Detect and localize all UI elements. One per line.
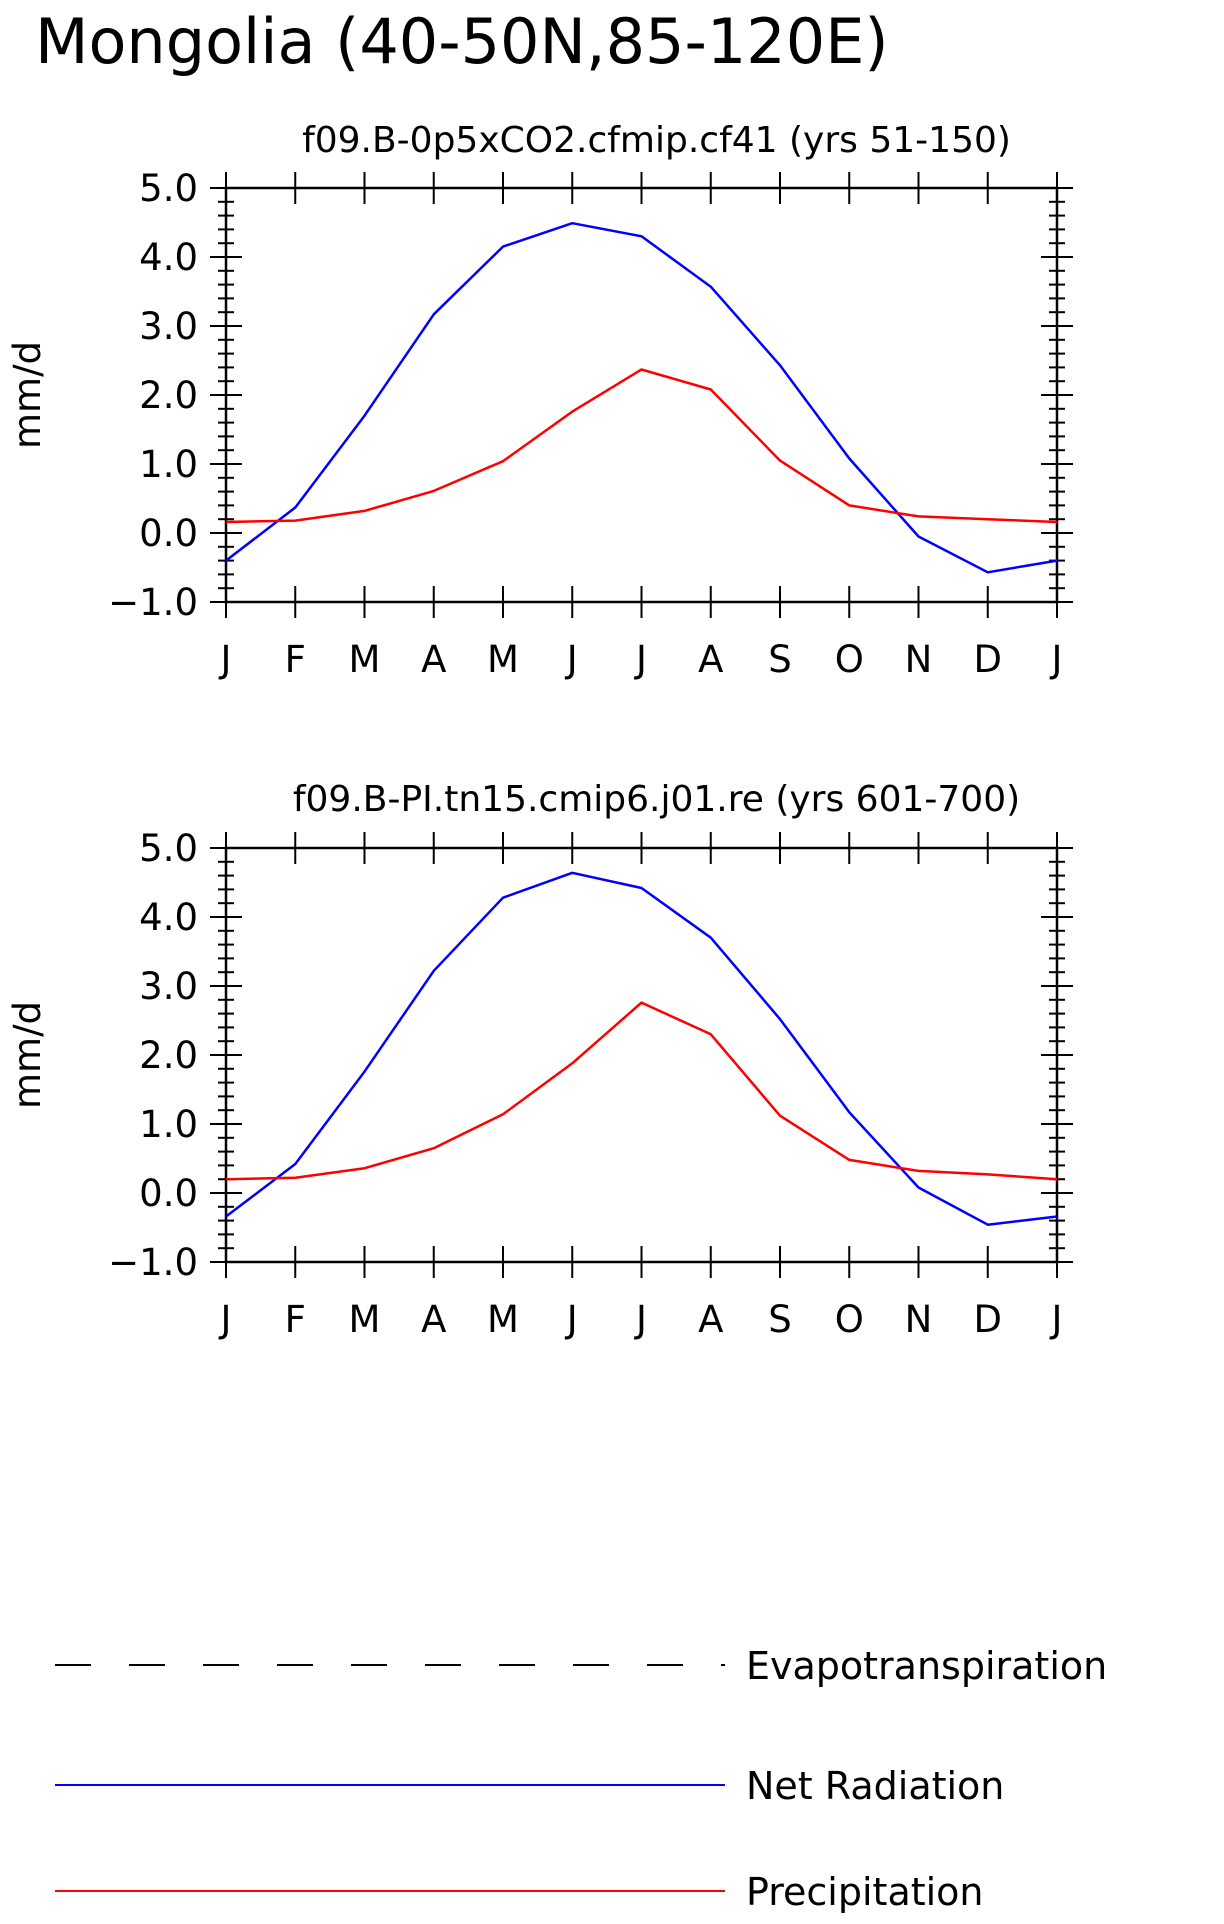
y-tick-label: 5.0 <box>139 167 198 210</box>
legend-label: Precipitation <box>746 1870 984 1914</box>
x-tick-label: J <box>219 1298 232 1341</box>
panel-title: f09.B-PI.tn15.cmip6.j01.re (yrs 601-700) <box>293 779 1020 820</box>
y-tick-label: 1.0 <box>139 443 198 486</box>
y-tick-label: −1.0 <box>108 1241 198 1284</box>
x-tick-label: M <box>487 638 519 681</box>
x-tick-label: F <box>285 638 306 681</box>
x-tick-label: S <box>768 638 792 681</box>
x-tick-label: J <box>1050 1298 1063 1341</box>
x-tick-label: J <box>634 1298 647 1341</box>
y-tick-label: 2.0 <box>139 1034 198 1077</box>
y-tick-label: 1.0 <box>139 1103 198 1146</box>
x-tick-label: M <box>349 638 381 681</box>
y-tick-label: 3.0 <box>139 305 198 348</box>
main-title: Mongolia (40-50N,85-120E) <box>35 5 889 78</box>
x-tick-label: J <box>565 1298 578 1341</box>
x-tick-label: D <box>974 1298 1003 1341</box>
legend-label: Evapotranspiration <box>746 1644 1107 1688</box>
chart-panel-2: f09.B-PI.tn15.cmip6.j01.re (yrs 601-700)… <box>6 779 1073 1341</box>
x-tick-label: N <box>905 1298 933 1341</box>
y-tick-label: 3.0 <box>139 965 198 1008</box>
x-tick-label: J <box>219 638 232 681</box>
y-tick-label: 0.0 <box>139 1172 198 1215</box>
series-line-precipitation <box>225 368 1058 524</box>
x-tick-label: F <box>285 1298 306 1341</box>
y-tick-label: −1.0 <box>108 581 198 624</box>
x-tick-label: A <box>421 1298 446 1341</box>
x-tick-label: J <box>634 638 647 681</box>
x-tick-label: O <box>835 1298 864 1341</box>
plot-frame <box>224 186 1059 604</box>
series-line-net-radiation <box>225 221 1058 574</box>
y-tick-label: 5.0 <box>139 827 198 870</box>
panels: f09.B-0p5xCO2.cfmip.cf41 (yrs 51-150) mm/… <box>6 120 1073 1341</box>
panel-title: f09.B-0p5xCO2.cfmip.cf41 (yrs 51-150) <box>302 120 1011 161</box>
plot-frame <box>224 846 1059 1264</box>
y-axis-label: mm/d <box>6 1001 49 1109</box>
y-tick-label: 4.0 <box>139 236 198 279</box>
x-tick-label: A <box>421 638 446 681</box>
x-tick-label: D <box>974 638 1003 681</box>
x-tick-label: J <box>1050 638 1063 681</box>
y-tick-label: 0.0 <box>139 512 198 555</box>
legend-label: Net Radiation <box>746 1764 1004 1808</box>
x-tick-label: N <box>905 638 933 681</box>
y-tick-label: 4.0 <box>139 896 198 939</box>
y-axis-label: mm/d <box>6 341 49 449</box>
x-tick-label: M <box>349 1298 381 1341</box>
x-tick-label: M <box>487 1298 519 1341</box>
x-tick-label: S <box>768 1298 792 1341</box>
series-line-precipitation <box>225 1001 1058 1181</box>
series-line-net-radiation <box>225 871 1058 1226</box>
x-tick-label: J <box>565 638 578 681</box>
x-tick-label: A <box>698 1298 723 1341</box>
legend: Evapotranspiration Net Radiation Precipita… <box>55 1644 1107 1914</box>
y-tick-label: 2.0 <box>139 374 198 417</box>
x-tick-label: O <box>835 638 864 681</box>
chart-panel-1: f09.B-0p5xCO2.cfmip.cf41 (yrs 51-150) mm/… <box>6 120 1073 681</box>
x-tick-label: A <box>698 638 723 681</box>
